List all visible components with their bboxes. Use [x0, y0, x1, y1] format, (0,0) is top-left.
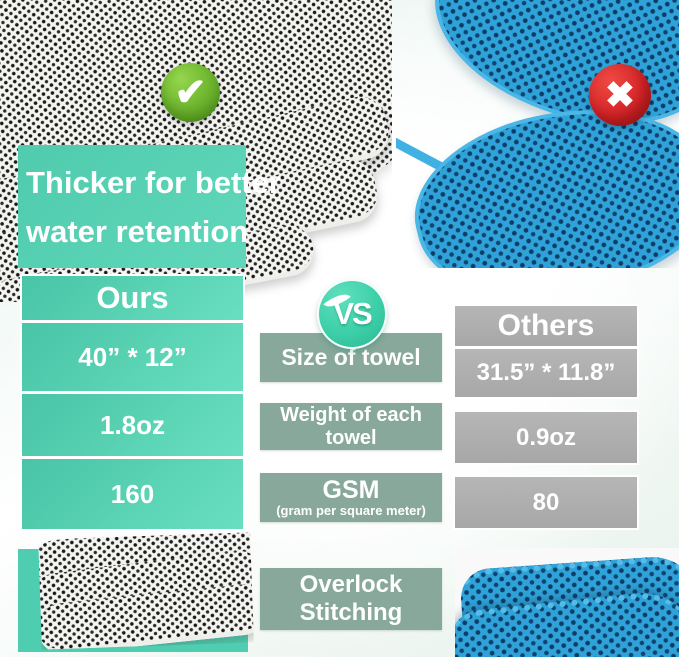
others-header: Others: [453, 304, 639, 348]
criteria-label: Overlock: [299, 571, 403, 598]
ours-gsm-value: 160: [22, 459, 243, 529]
vs-badge: VS: [317, 279, 387, 349]
others-towel-photo: [396, 0, 679, 268]
others-closeup-photo: [455, 548, 679, 657]
criteria-bar-overlock: Overlock Stitching: [260, 568, 442, 630]
criteria-bar-weight: Weight of each towel: [260, 403, 442, 450]
feature-banner: Thicker for better water retention: [18, 145, 281, 268]
banner-line-2: water retention: [26, 214, 249, 249]
criteria-label: Stitching: [299, 599, 403, 626]
ours-header: Ours: [22, 276, 243, 320]
criteria-label: Weight of each towel: [280, 403, 422, 449]
vs-label: VS: [333, 296, 372, 331]
others-gsm-value: 80: [453, 475, 639, 530]
criteria-bar-gsm: GSM (gram per square meter): [260, 473, 442, 522]
criteria-sublabel: (gram per square meter): [276, 502, 426, 518]
banner-line-1: Thicker for better: [26, 165, 281, 200]
others-size-value: 31.5” * 11.8”: [453, 347, 639, 399]
others-weight-value: 0.9oz: [453, 410, 639, 465]
ours-weight-value: 1.8oz: [22, 394, 243, 456]
criteria-label: GSM: [322, 475, 380, 504]
cross-icon: ✖: [604, 74, 636, 115]
check-icon: ✔: [174, 72, 207, 114]
ours-size-value: 40” * 12”: [22, 323, 243, 391]
check-badge: ✔: [161, 63, 220, 122]
cross-badge: ✖: [589, 64, 651, 126]
ours-closeup-photo: [38, 532, 254, 650]
ours-column: Ours 40” * 12” 1.8oz 160: [20, 274, 245, 531]
